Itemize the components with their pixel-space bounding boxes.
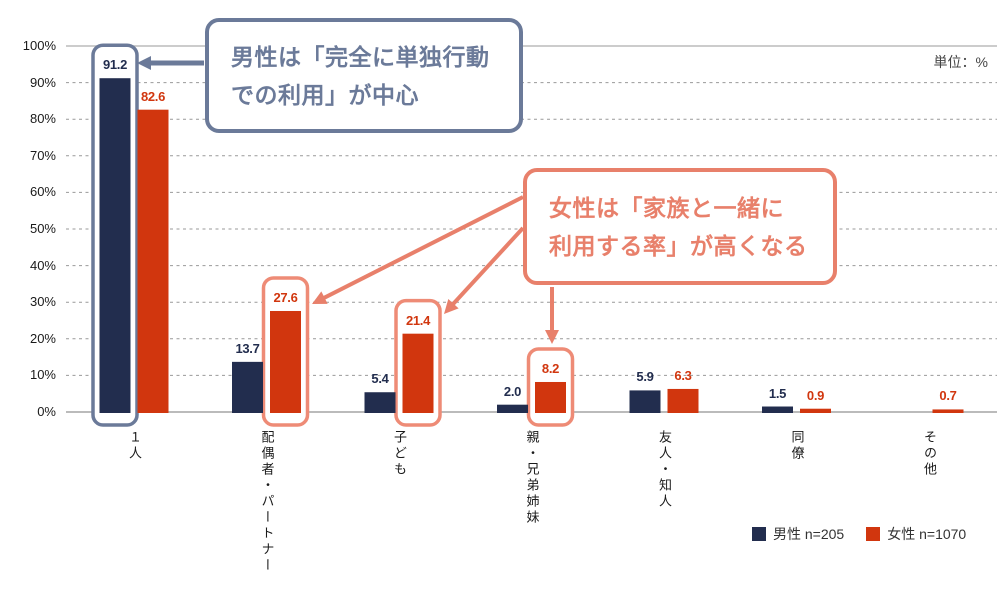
bar-female-3	[535, 381, 566, 413]
y-axis-tick-40: 40%	[29, 257, 56, 273]
y-axis-tick-50: 50%	[29, 221, 56, 236]
value-label-male-5: 1.5	[768, 385, 787, 401]
female-callout-text-line2: 利用する率」が高くなる	[549, 232, 808, 259]
legend-label-female: 女性 n=1070	[887, 526, 967, 542]
bar-male-2	[364, 392, 396, 413]
male-callout: 男性は「完全に単独行動 での利用」が中心	[205, 18, 523, 133]
legend: 男性 n=205 女性 n=1070	[752, 524, 966, 544]
y-axis-tick-90: 90%	[29, 74, 56, 90]
bar-female-5	[800, 408, 831, 413]
value-label-male-3: 2.0	[503, 383, 522, 399]
arrow-female-callout-children-head	[444, 298, 459, 314]
value-label-female-1: 27.6	[273, 289, 298, 305]
value-label-female-5: 0.9	[806, 387, 825, 403]
y-axis-tick-0: 0%	[37, 404, 56, 419]
legend-item-female: 女性 n=1070	[866, 524, 966, 544]
value-label-female-2: 21.4	[405, 312, 431, 328]
y-axis-tick-10: 10%	[29, 367, 56, 383]
arrow-female-callout-spouse-line	[321, 195, 524, 301]
category-label-4: 友人・知人	[657, 430, 672, 510]
male-callout-text-line1: 男性は「完全に単独行動	[231, 43, 490, 70]
legend-item-male: 男性 n=205	[752, 524, 844, 544]
value-label-male-0: 91.2	[102, 57, 128, 73]
arrow-male-callout-head	[137, 56, 151, 70]
unit-label: 単位：%	[933, 54, 988, 70]
y-axis-tick-30: 30%	[29, 294, 56, 310]
value-label-female-3: 8.2	[541, 360, 560, 376]
legend-label-male: 男性 n=205	[773, 526, 845, 542]
bar-female-0	[137, 109, 169, 414]
legend-swatch-female	[866, 527, 881, 541]
legend-swatch-male	[752, 527, 766, 541]
bar-female-2	[402, 333, 434, 413]
value-label-male-1: 13.7	[235, 340, 260, 356]
category-label-0: １人	[127, 430, 142, 462]
bar-female-6	[932, 409, 964, 413]
value-label-female-4: 6.3	[674, 367, 692, 383]
male-callout-text-line2: での利用」が中心	[231, 81, 419, 108]
bar-male-4	[629, 390, 661, 413]
arrow-female-callout-children-line	[450, 226, 525, 307]
value-label-female-0: 82.6	[140, 88, 166, 104]
female-callout-text-line1: 女性は「家族と一緒に	[549, 194, 784, 221]
female-callout: 女性は「家族と一緒に 利用する率」が高くなる	[523, 168, 837, 285]
category-label-3: 親・兄弟姉妹	[524, 430, 540, 526]
bar-male-1	[232, 361, 263, 413]
value-label-female-6: 0.7	[939, 388, 957, 404]
bar-female-4	[667, 388, 699, 413]
category-label-5: 同僚	[789, 430, 805, 462]
y-axis-tick-100: 100%	[22, 38, 56, 53]
value-label-male-2: 5.4	[371, 371, 389, 387]
arrow-female-callout-parents-head	[545, 330, 559, 344]
category-label-1: 配偶者・パートナー	[259, 430, 275, 574]
bar-female-1	[270, 310, 301, 413]
category-label-2: 子ども	[392, 430, 407, 478]
y-axis-tick-80: 80%	[29, 111, 56, 127]
arrow-female-callout-spouse-head	[312, 291, 328, 304]
y-axis-tick-70: 70%	[29, 147, 56, 163]
bar-male-0	[99, 78, 131, 413]
bar-male-3	[497, 404, 528, 413]
value-label-male-4: 5.9	[636, 369, 654, 385]
y-axis-tick-60: 60%	[29, 184, 56, 200]
bar-male-5	[762, 406, 793, 413]
y-axis-tick-20: 20%	[29, 330, 56, 346]
category-label-6: その他	[922, 430, 937, 478]
